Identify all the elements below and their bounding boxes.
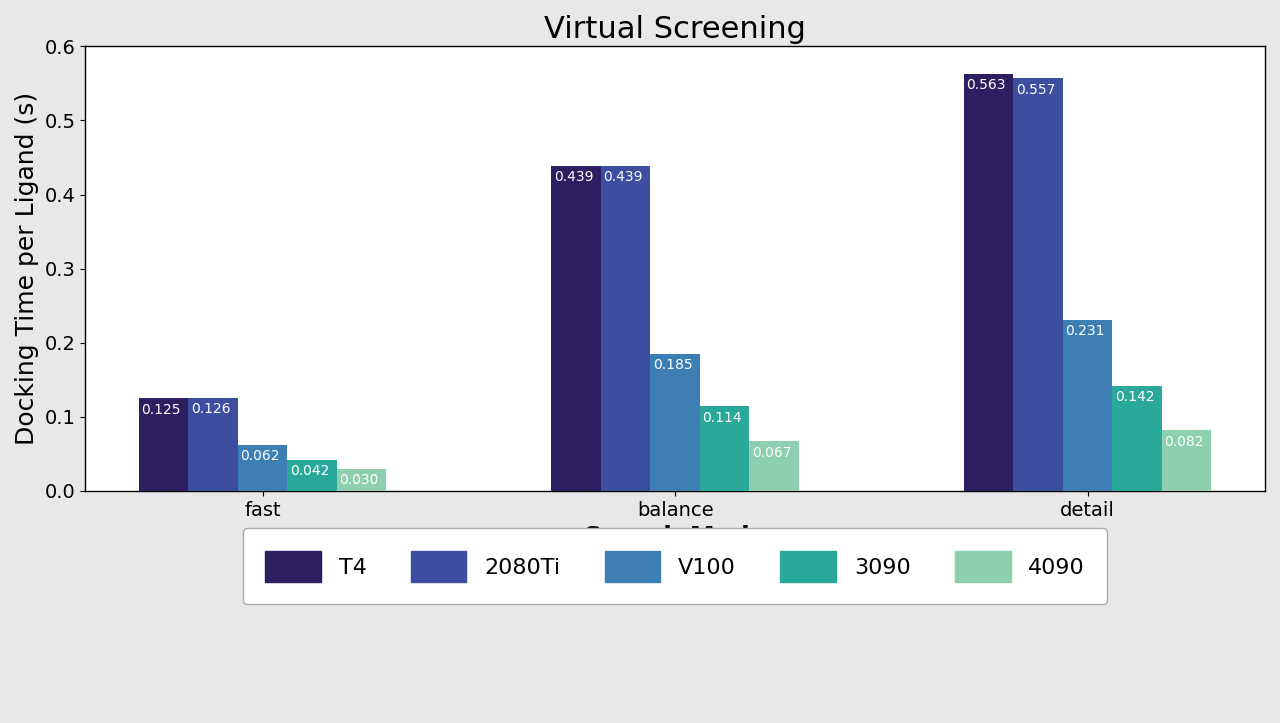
Bar: [337, 469, 387, 491]
Text: 0.067: 0.067: [751, 446, 791, 460]
Bar: [1112, 385, 1162, 491]
Bar: [1162, 430, 1211, 491]
Text: 0.062: 0.062: [241, 450, 280, 463]
Bar: [1014, 78, 1062, 491]
Bar: [700, 406, 749, 491]
Bar: [650, 354, 700, 491]
Text: 0.125: 0.125: [141, 403, 180, 416]
Text: 0.231: 0.231: [1065, 324, 1105, 338]
Text: 0.439: 0.439: [554, 170, 594, 184]
Text: 0.142: 0.142: [1115, 390, 1155, 404]
Text: 0.557: 0.557: [1016, 82, 1055, 97]
X-axis label: Search Mode: Search Mode: [584, 525, 767, 549]
Text: 0.439: 0.439: [603, 170, 643, 184]
Bar: [1062, 320, 1112, 491]
Text: 0.563: 0.563: [966, 78, 1006, 93]
Bar: [749, 441, 799, 491]
Legend: T4, 2080Ti, V100, 3090, 4090: T4, 2080Ti, V100, 3090, 4090: [243, 529, 1107, 604]
Bar: [552, 166, 600, 491]
Bar: [140, 398, 188, 491]
Bar: [288, 460, 337, 491]
Bar: [964, 74, 1014, 491]
Text: 0.042: 0.042: [289, 464, 329, 478]
Text: 0.030: 0.030: [339, 473, 379, 487]
Title: Virtual Screening: Virtual Screening: [544, 15, 806, 44]
Text: 0.185: 0.185: [653, 359, 692, 372]
Bar: [600, 166, 650, 491]
Text: 0.126: 0.126: [191, 402, 230, 416]
Bar: [188, 398, 238, 491]
Bar: [238, 445, 288, 491]
Text: 0.082: 0.082: [1165, 435, 1204, 448]
Y-axis label: Docking Time per Ligand (s): Docking Time per Ligand (s): [15, 92, 38, 445]
Text: 0.114: 0.114: [703, 411, 742, 425]
